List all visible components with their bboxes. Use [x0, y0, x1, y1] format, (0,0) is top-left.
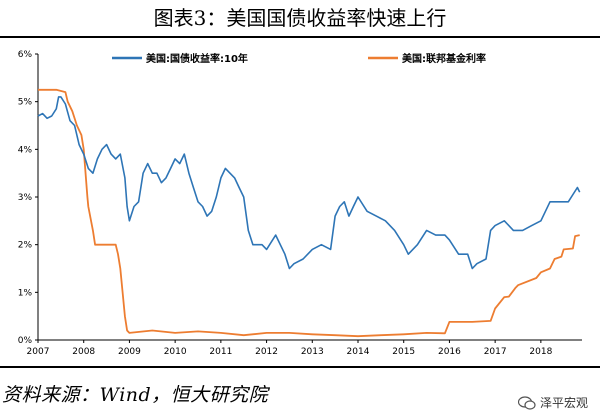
x-tick-label: 2014	[347, 347, 370, 357]
y-tick-label: 4%	[18, 145, 33, 155]
x-tick-label: 2016	[438, 347, 461, 357]
legend: 美国:国债收益率:10年 美国:联邦基金利率	[112, 52, 486, 65]
x-tick-label: 2008	[72, 347, 95, 357]
x-tick-label: 2017	[484, 347, 507, 357]
y-tick-label: 3%	[18, 193, 33, 203]
x-tick-label: 2018	[529, 347, 552, 357]
y-tick-label: 0%	[18, 336, 33, 346]
series-fed-funds-line	[38, 88, 580, 338]
axes: 0% 1% 2% 3% 4% 5% 6% 2007 2008 2009 2010 2011 2012 20…	[18, 50, 582, 357]
title-rule	[0, 36, 600, 38]
y-tick-label: 6%	[18, 50, 33, 60]
x-tick-label: 2011	[209, 347, 232, 357]
chart: 0% 1% 2% 3% 4% 5% 6% 2007 2008 2009 2010 2011 2012 20…	[18, 50, 582, 357]
x-tick-label: 2013	[301, 347, 324, 357]
legend-label: 美国:联邦基金利率	[402, 52, 486, 65]
x-tick-label: 2009	[118, 347, 141, 357]
series-treasury-10y-line	[37, 96, 581, 270]
x-tick-label: 2015	[392, 347, 415, 357]
x-tick-label: 2007	[27, 347, 50, 357]
chart-frame: 0% 1% 2% 3% 4% 5% 6% 2007 2008 2009 2010 2011 2012 20…	[0, 40, 600, 368]
watermark: 泽平宏观	[513, 392, 592, 413]
x-tick-label: 2010	[164, 347, 187, 357]
figure-title: 图表3：美国国债收益率快速上行	[153, 6, 447, 30]
source-note: 资料来源：Wind，恒大研究院	[2, 384, 269, 406]
y-tick-label: 1%	[18, 288, 33, 298]
x-tick-label: 2012	[255, 347, 278, 357]
wechat-icon	[517, 395, 536, 410]
y-tick-label: 5%	[18, 98, 33, 108]
watermark-text: 泽平宏观	[539, 396, 588, 410]
legend-label: 美国:国债收益率:10年	[146, 52, 248, 65]
y-tick-label: 2%	[18, 241, 33, 251]
series-lines	[37, 88, 581, 338]
